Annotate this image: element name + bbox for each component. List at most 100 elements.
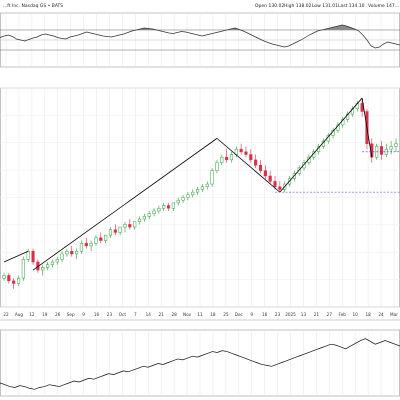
candle-body [50,261,54,265]
candle-body [7,275,11,282]
symbol-line: ...ft Inc. Nasdaq GS • BATS [3,4,64,9]
candle-body [152,210,156,214]
candle-body [258,165,263,171]
x-tick-label: Oct [119,312,127,317]
candle-body [41,267,45,271]
candle-body [55,259,59,263]
x-tick-label: 16 [94,312,100,317]
candle-body [268,175,272,182]
candle-body [186,194,190,198]
candle-body [70,251,74,255]
candle-body [176,199,180,204]
candle-body [215,162,219,171]
candle-body [99,237,103,241]
candle-body [12,280,16,284]
x-tick-label: Aug [15,312,24,317]
chart-header: ...ft Inc. Nasdaq GS • BATS Open 130.02 … [0,0,400,13]
x-tick-label: 27 [327,312,333,317]
x-tick-label: 12 [29,312,35,317]
candle-body [84,242,88,247]
x-tick-label: 18 [210,312,216,317]
x-tick-label: 9 [82,312,85,317]
candle-body [104,234,108,241]
x-tick-label: 10 [353,312,359,317]
x-tick-label: Mar [390,312,398,317]
trendline [361,97,373,158]
candle-body [181,197,185,201]
candle-body [273,181,277,187]
x-tick-label: 18 [365,312,371,317]
trendline [279,97,363,193]
candle-body [171,202,175,209]
candle-body [205,183,209,187]
candle-body [278,186,282,190]
x-tick-label: 28 [171,312,177,317]
candle-body [225,156,229,161]
last-value: Last 134.10 [338,4,365,9]
candle-body [137,218,142,222]
x-tick-label: Nov [183,312,192,317]
candle-body [21,259,25,279]
candle-body [297,167,301,174]
x-tick-label: 26 [55,312,61,317]
indicator-top-line [0,24,400,49]
candle-body [94,237,98,244]
candle-body [302,162,306,169]
candle-body [379,146,384,155]
candle-body [239,148,243,153]
x-tick-label: 23 [275,312,281,317]
x-tick-label: 22 [3,312,9,317]
x-tick-label: 14 [146,312,152,317]
candle-body [389,146,393,150]
candle-body [220,156,224,163]
candle-body [31,251,35,263]
x-tick-label: Feb [339,312,347,317]
candle-body [79,242,83,252]
candle-body [133,221,137,228]
x-tick-label: 21 [314,312,320,317]
candle-body [65,251,69,255]
candle-body [2,275,6,279]
candle-body [244,151,248,155]
candle-body [60,253,64,260]
high-value: High 138.02 [284,4,312,9]
candle-body [254,159,258,166]
open-value: Open 130.02 [255,4,285,9]
x-tick-label: 11 [197,312,203,317]
candle-body [200,186,204,190]
x-tick-label: 9 [250,312,253,317]
candle-body [229,154,234,161]
candle-body [113,229,117,233]
indicator-bottom-line [0,338,400,390]
x-tick-label: 24 [378,312,384,317]
candle-body [118,226,122,233]
candle-body [263,170,267,177]
x-tick-label: 7 [134,312,137,317]
x-tick-label: 19 [42,312,48,317]
candle-body [147,213,151,217]
x-tick-label: 13 [301,312,307,317]
candle-body [162,205,166,209]
candle-body [191,191,195,196]
candle-body [249,154,253,161]
x-tick-label: 23 [107,312,113,317]
candle-body [394,143,398,147]
candle-body [196,189,200,193]
candle-body [89,242,93,247]
candle-body [128,224,132,228]
trendline [32,138,218,271]
candle-body [157,208,161,212]
x-tick-label: Sep [67,312,75,317]
x-tick-label: 21 [159,312,165,317]
volume-value: Volume 147... [368,4,400,9]
x-tick-label: 25 [223,312,229,317]
low-value: Low 131.01 [312,4,339,9]
candle-body [123,224,127,228]
x-tick-label: Dec [235,312,244,317]
candle-body [142,216,146,220]
candle-body [26,251,30,260]
trendline [216,138,281,193]
trendline [3,250,29,263]
candle-body [108,229,113,236]
candle-body [16,277,21,284]
